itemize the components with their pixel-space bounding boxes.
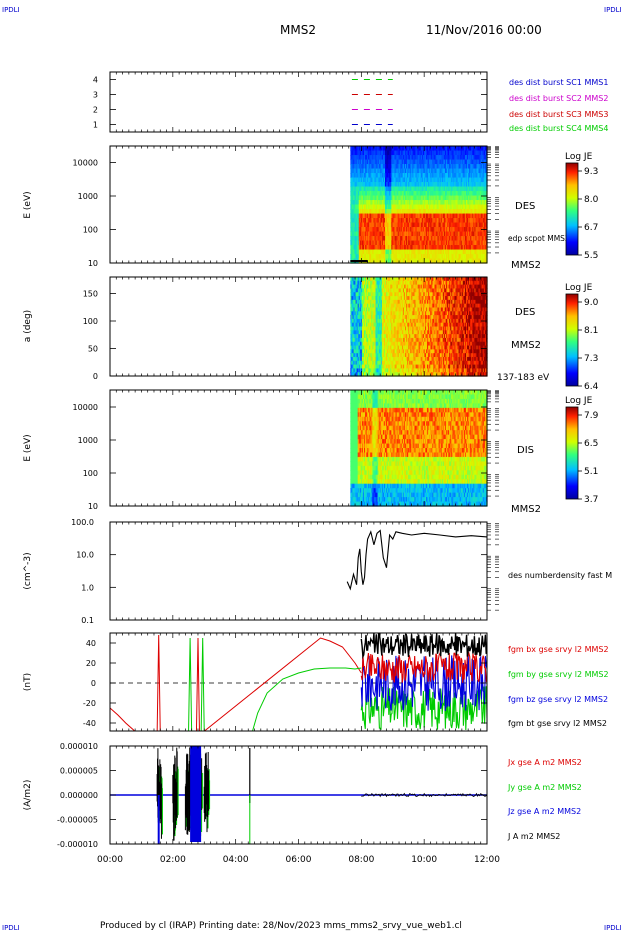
des-energy-colorbar-label: 8.0: [584, 195, 599, 205]
spacecraft-title: MMS2: [280, 23, 316, 37]
des-energy-ylabel: E (eV): [23, 191, 33, 218]
des-energy-ytick-label: 10: [88, 259, 98, 268]
des-energy-ytick-label: 1000: [78, 192, 98, 201]
corner-tag-top-right: IPDLI: [604, 6, 622, 14]
burst-legend-4: des dist burst SC4 MMS4: [509, 124, 608, 133]
date-title: 11/Nov/2016 00:00: [426, 23, 542, 37]
des-energy-colorbar-title: Log JE: [565, 152, 593, 162]
des-energy-colorbar-label: 5.5: [584, 251, 598, 261]
burst-ytick-label: 4: [93, 76, 98, 85]
burst-ytick-label: 2: [93, 106, 98, 115]
burst-ytick-label: 3: [93, 91, 98, 100]
des-energy-ytick-label: 10000: [73, 159, 98, 168]
burst-legend-2: des dist burst SC2 MMS2: [509, 94, 608, 103]
burst-ytick-label: 1: [93, 121, 98, 130]
des-energy-panel: 10 100 1000 10000 E (eV) DES edp scpot MMS2 MMS…: [23, 146, 599, 271]
des-energy-colorbar: [566, 163, 578, 255]
des-energy-colorbar-label: 6.7: [584, 223, 598, 233]
burst-legend-1: des dist burst SC1 MMS1: [509, 78, 608, 87]
burst-panel: 1 2 3 4 des dist burst SC1 MMS1 des dist burs…: [93, 72, 609, 133]
des-energy-ytick-label: 100: [83, 226, 98, 235]
des-energy-spacecraft: MMS2: [511, 260, 541, 271]
des-energy-colorbar-label: 9.3: [584, 167, 598, 177]
burst-legend-3: des dist burst SC3 MMS3: [509, 110, 608, 119]
burst-frame: [110, 72, 487, 132]
corner-tag-top-left: IPDLI: [2, 6, 20, 14]
des-energy-side-label: DES: [515, 201, 535, 212]
des-energy-side-sub: edp scpot MMS2: [508, 234, 570, 243]
